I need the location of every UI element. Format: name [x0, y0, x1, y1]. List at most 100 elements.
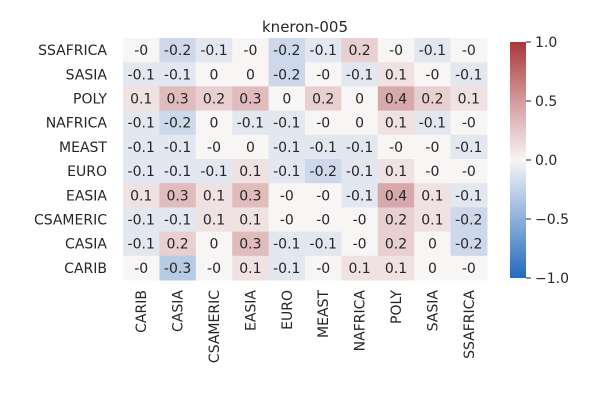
heatmap-cell	[159, 183, 197, 208]
heatmap-cell	[232, 207, 270, 233]
heatmap-cell	[305, 255, 342, 281]
cell-value-label: -0.1	[346, 164, 373, 180]
heatmap-cell	[450, 207, 488, 233]
heatmap-cell	[123, 38, 160, 63]
cell-value-label: -0.1	[455, 188, 482, 204]
cell-value-label: 0.1	[458, 92, 480, 108]
cell-value-label: -0	[389, 43, 403, 59]
cell-value-label: -0.1	[128, 116, 155, 132]
heatmap-cell	[232, 38, 270, 63]
cell-value-label: -0.2	[164, 116, 191, 132]
cell-value-label: -0.1	[273, 140, 300, 156]
cell-value-label: 0.1	[239, 261, 261, 277]
heatmap-cell	[195, 255, 233, 281]
cell-value-label: 0.4	[385, 188, 407, 204]
x-tick-label: EASIA	[243, 290, 259, 331]
cell-value-label: -0.1	[346, 140, 373, 156]
y-axis-tick-labels: SSAFRICA SASIA POLY NAFRICA MEAST EURO EASIA CS…	[34, 43, 107, 277]
cell-value-label: 0.1	[348, 261, 370, 277]
cell-value-label: 0.1	[239, 213, 261, 229]
colorbar-tick-label: 0.5	[535, 94, 557, 110]
cell-value-label: -0.1	[164, 213, 191, 229]
heatmap-cell	[450, 62, 488, 87]
heatmap-cell	[123, 255, 160, 281]
colorbar-tick-label: −0.5	[535, 212, 569, 228]
heatmap-cell	[123, 86, 160, 112]
heatmap-cell	[414, 231, 452, 257]
heatmap-cell	[195, 231, 233, 257]
heatmap-cell	[341, 231, 379, 257]
heatmap-cell	[123, 183, 160, 208]
heatmap-cell	[414, 86, 452, 112]
heatmap-cell	[414, 38, 452, 63]
cell-value-label: 0	[428, 261, 437, 277]
cell-value-label: -0.1	[200, 164, 227, 180]
cell-value-label: -0.1	[419, 116, 446, 132]
cell-value-label: -0.2	[310, 164, 337, 180]
cell-value-label: -0.1	[273, 261, 300, 277]
heatmap-cell	[159, 207, 197, 233]
cell-value-label: 0.3	[166, 188, 188, 204]
cell-value-label: 0	[210, 116, 219, 132]
cell-value-label: 0.1	[130, 188, 152, 204]
chart-title: kneron-005	[262, 18, 348, 36]
y-tick-label: MEAST	[59, 140, 107, 156]
y-tick-label: EASIA	[66, 188, 107, 204]
heatmap-cell	[377, 183, 415, 208]
heatmap-cell	[268, 62, 306, 87]
y-tick-label: NAFRICA	[46, 116, 108, 132]
x-tick-label: SASIA	[425, 290, 441, 332]
cell-value-label: 0.2	[312, 92, 334, 108]
heatmap-cell	[305, 231, 342, 257]
cell-value-label: -0	[425, 67, 439, 83]
heatmap-cell	[377, 134, 415, 160]
cell-value-label: -0.1	[128, 164, 155, 180]
cell-value-label: -0	[462, 261, 476, 277]
cell-value-label: 0.4	[385, 92, 407, 108]
cell-value-label: -0.1	[237, 116, 264, 132]
x-axis-tick-labels: CARIB CASIA CSAMERIC EASIA EURO MEAST NAFRICA P…	[134, 290, 478, 363]
cell-value-label: -0	[462, 43, 476, 59]
cell-value-label: 0.3	[239, 237, 261, 253]
cell-value-label: -0.1	[200, 43, 227, 59]
cell-value-label: -0.1	[273, 116, 300, 132]
cell-value-label: 0.3	[166, 92, 188, 108]
heatmap-cell	[159, 110, 197, 136]
heatmap-cell	[305, 159, 342, 184]
heatmap-cell	[232, 159, 270, 184]
cell-value-label: 0	[246, 140, 255, 156]
heatmap-cell	[377, 231, 415, 257]
cell-value-label: 0.1	[421, 213, 443, 229]
cell-value-label: -0	[316, 213, 330, 229]
cell-value-label: 0.1	[421, 188, 443, 204]
cell-value-label: 0.1	[385, 67, 407, 83]
heatmap-cell	[305, 38, 342, 63]
heatmap-cell	[195, 38, 233, 63]
y-tick-label: EURO	[67, 164, 107, 180]
cell-value-label: -0.1	[164, 164, 191, 180]
cell-value-label: 0.2	[385, 237, 407, 253]
cell-value-label: -0.1	[310, 43, 337, 59]
cell-value-label: -0.1	[455, 140, 482, 156]
cell-value-label: 0	[355, 116, 364, 132]
colorbar: 1.0 0.5 0.0 −0.5 −1.0	[510, 35, 569, 287]
cell-value-label: -0	[280, 188, 294, 204]
cell-value-label: -0	[134, 261, 148, 277]
cell-value-label: 0.1	[239, 164, 261, 180]
cell-value-label: -0.2	[455, 213, 482, 229]
cell-value-label: -0	[353, 213, 367, 229]
x-tick-label: NAFRICA	[353, 290, 369, 352]
heatmap-cell	[305, 183, 342, 208]
heatmap-cell	[450, 134, 488, 160]
heatmap-cell	[123, 110, 160, 136]
cell-value-label: -0.3	[164, 261, 191, 277]
heatmap-cell	[268, 207, 306, 233]
cell-value-label: 0.1	[130, 92, 152, 108]
cell-value-label: -0	[316, 67, 330, 83]
cell-value-label: 0	[210, 237, 219, 253]
x-tick-label: SSAFRICA	[462, 290, 478, 359]
cell-value-label: -0	[389, 140, 403, 156]
heatmap-cell	[232, 183, 270, 208]
cell-value-label: -0.1	[128, 237, 155, 253]
